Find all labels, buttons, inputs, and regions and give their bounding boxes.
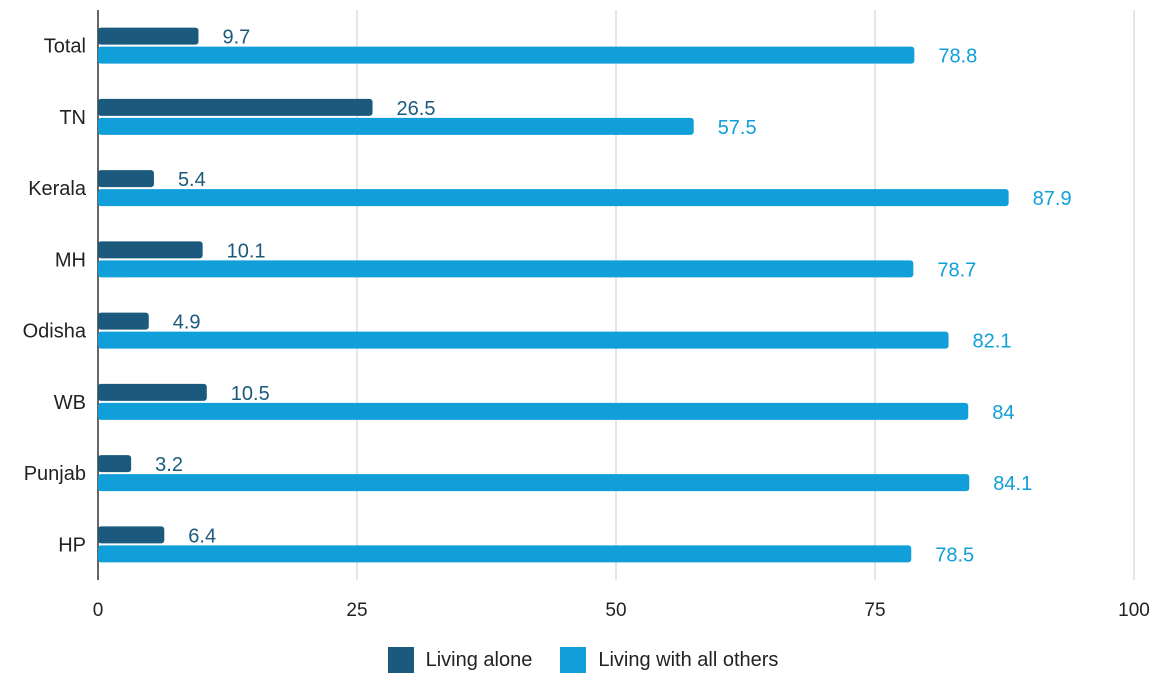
bar-living-with-all-others-punjab bbox=[98, 474, 970, 492]
data-label-living-with-all-others-total: 78.8 bbox=[938, 46, 977, 68]
data-label-living-alone-odisha: 4.9 bbox=[173, 312, 201, 334]
category-label-tn: TN bbox=[59, 107, 86, 129]
bar-chart: 0 25 50 75 100 Total 9.7 78.8 TN 26.5 57.5 Kerala 5.… bbox=[23, 10, 1150, 621]
legend-item-living-alone: Living alone bbox=[387, 647, 533, 673]
data-label-living-with-all-others-kerala: 87.9 bbox=[1033, 188, 1072, 210]
x-tick-label-75: 75 bbox=[864, 600, 885, 621]
category-label-punjab: Punjab bbox=[24, 463, 86, 485]
category-label-kerala: Kerala bbox=[28, 178, 87, 200]
legend-swatch-living-with-all-others bbox=[560, 647, 587, 673]
data-label-living-alone-mh: 10.1 bbox=[227, 240, 266, 262]
legend-label-living-with-all-others: Living with all others bbox=[598, 648, 779, 671]
data-label-living-alone-wb: 10.5 bbox=[231, 383, 270, 405]
category-label-mh: MH bbox=[55, 249, 86, 271]
bar-living-with-all-others-mh bbox=[98, 260, 914, 278]
x-tick-label-50: 50 bbox=[605, 600, 626, 621]
data-label-living-with-all-others-mh: 78.7 bbox=[937, 259, 976, 281]
category-label-hp: HP bbox=[58, 534, 86, 556]
bar-living-alone-mh bbox=[98, 241, 203, 259]
bar-living-alone-wb bbox=[98, 383, 207, 401]
data-label-living-alone-kerala: 5.4 bbox=[178, 169, 206, 191]
legend-item-living-with-all-others: Living with all others bbox=[560, 647, 778, 673]
bar-living-alone-kerala bbox=[98, 170, 154, 188]
data-label-living-with-all-others-tn: 57.5 bbox=[718, 117, 757, 139]
bar-living-alone-punjab bbox=[98, 455, 132, 473]
chart-legend: Living alone Living with all others bbox=[0, 647, 1166, 673]
x-tick-label-100: 100 bbox=[1118, 600, 1150, 621]
x-tick-label-25: 25 bbox=[346, 600, 367, 621]
data-label-living-alone-punjab: 3.2 bbox=[155, 454, 183, 476]
data-label-living-alone-total: 9.7 bbox=[222, 27, 250, 49]
data-label-living-alone-tn: 26.5 bbox=[397, 98, 436, 120]
bar-living-alone-odisha bbox=[98, 312, 149, 330]
data-label-living-with-all-others-hp: 78.5 bbox=[935, 544, 974, 566]
legend-label-living-alone: Living alone bbox=[425, 648, 533, 671]
bar-living-with-all-others-tn bbox=[98, 117, 694, 135]
data-label-living-with-all-others-odisha: 82.1 bbox=[973, 331, 1012, 353]
bar-living-alone-tn bbox=[98, 98, 373, 116]
bar-living-with-all-others-odisha bbox=[98, 331, 949, 349]
bar-living-alone-hp bbox=[98, 526, 165, 544]
bar-living-with-all-others-total bbox=[98, 46, 915, 64]
bar-living-with-all-others-wb bbox=[98, 402, 969, 420]
data-label-living-alone-hp: 6.4 bbox=[188, 525, 216, 547]
data-label-living-with-all-others-punjab: 84.1 bbox=[993, 473, 1032, 495]
category-label-wb: WB bbox=[54, 392, 86, 414]
bar-living-with-all-others-kerala bbox=[98, 189, 1009, 207]
legend-swatch-living-alone bbox=[387, 647, 414, 673]
x-tick-label-0: 0 bbox=[93, 600, 104, 621]
data-label-living-with-all-others-wb: 84 bbox=[992, 402, 1014, 424]
bar-living-with-all-others-hp bbox=[98, 545, 912, 563]
category-label-odisha: Odisha bbox=[23, 321, 87, 343]
bar-living-alone-total bbox=[98, 27, 199, 45]
category-label-total: Total bbox=[44, 36, 86, 58]
